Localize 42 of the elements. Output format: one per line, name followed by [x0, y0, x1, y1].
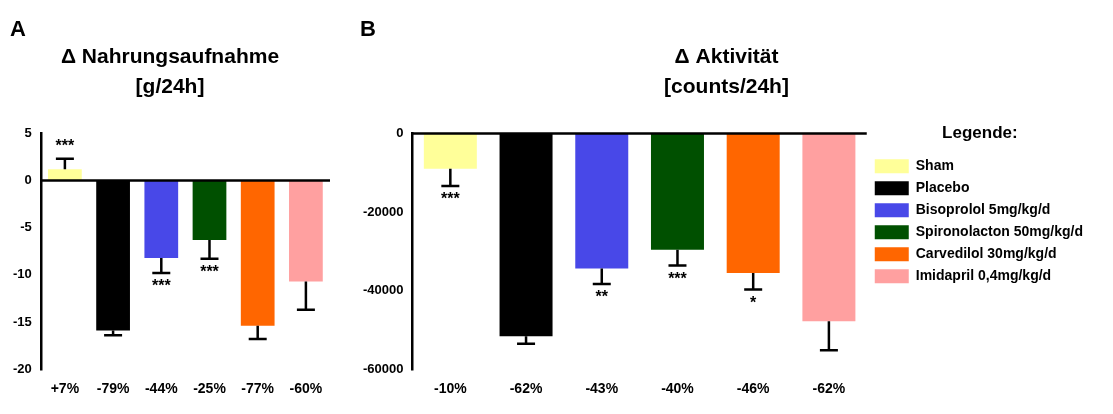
legend-label: Carvedilol 30mg/kg/d: [915, 245, 1057, 262]
legend-label: Bisoprolol 5mg/kg/d: [915, 201, 1051, 218]
y-tick-label: -15: [12, 313, 32, 329]
x-tick-label: -79%: [96, 380, 130, 397]
annotation: ***: [668, 269, 688, 287]
x-tick-label: -62%: [509, 380, 543, 397]
legend-title: Legende:: [942, 122, 1018, 142]
x-tick-label: -44%: [144, 380, 179, 397]
legend-label: Imidapril 0,4mg/kg/d: [915, 267, 1052, 284]
y-tick-label: -60000: [362, 360, 404, 376]
y-tick-label: 0: [396, 124, 404, 140]
chart-subtitle: [counts/24h]: [664, 73, 789, 97]
annotation: ***: [151, 277, 172, 295]
x-tick-label: -40%: [661, 380, 695, 397]
text: B: [360, 16, 376, 42]
x-tick-label: -43%: [585, 380, 619, 397]
x-tick-label: -62%: [812, 380, 846, 397]
x-tick-label: -10%: [433, 380, 468, 397]
y-tick-label: 0: [24, 172, 32, 188]
y-tick-label: -20: [12, 360, 32, 376]
y-tick-label: -10: [12, 266, 32, 282]
x-tick-label: -25%: [193, 380, 227, 397]
chart-title: Δ Nahrungsaufnahme: [60, 44, 280, 68]
annotation: *: [750, 293, 758, 311]
legend-label: Placebo: [915, 179, 970, 196]
annotation: ***: [440, 190, 461, 208]
annotation: ***: [200, 263, 220, 281]
annotation: **: [595, 288, 609, 306]
x-tick-label: +7%: [50, 380, 80, 397]
text: A: [10, 16, 26, 42]
legend-label: Sham: [915, 157, 954, 174]
y-tick-label: -20000: [362, 203, 404, 219]
x-tick-label: -46%: [736, 380, 771, 397]
y-tick-label: 5: [24, 124, 32, 140]
x-tick-label: -60%: [289, 380, 323, 397]
chart-subtitle: [g/24h]: [135, 73, 205, 97]
chart-title: Δ Aktivität: [674, 44, 779, 68]
legend-label: Spironolacton 50mg/kg/d: [915, 223, 1084, 240]
y-tick-label: -5: [20, 219, 32, 235]
annotation: ***: [55, 137, 75, 155]
y-tick-label: -40000: [362, 282, 404, 298]
x-tick-label: -77%: [241, 380, 275, 397]
